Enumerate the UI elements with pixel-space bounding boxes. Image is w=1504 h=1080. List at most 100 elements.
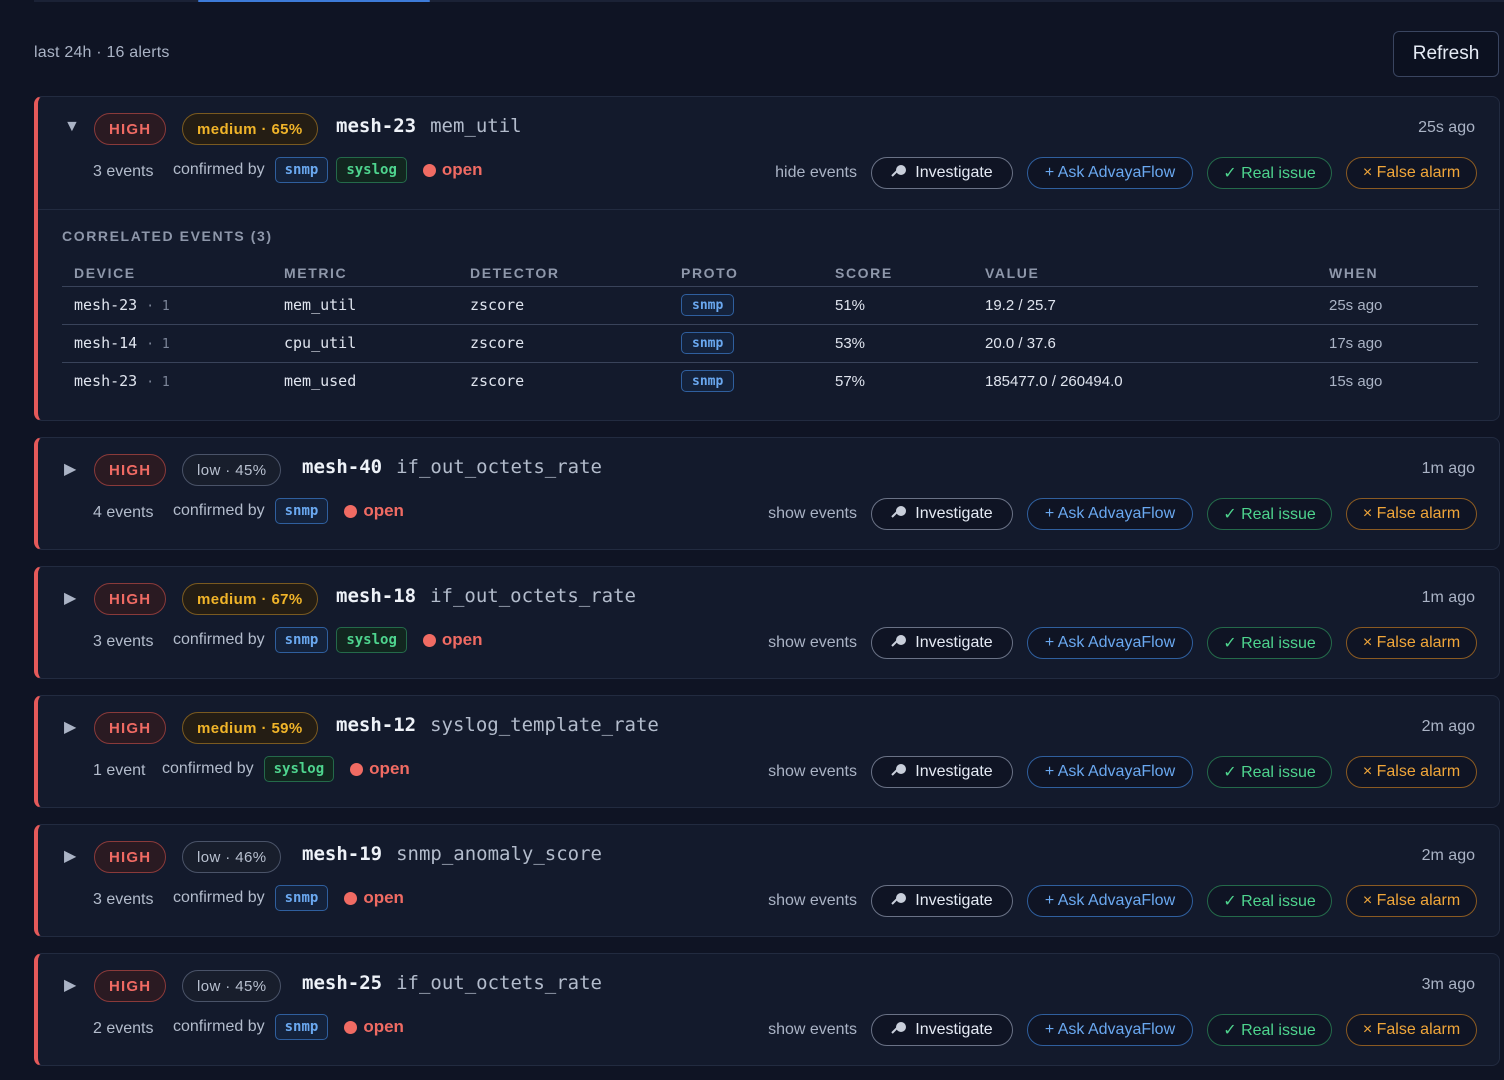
correlated-events-panel: CORRELATED EVENTS (3) DEVICE METRIC DETECT…	[38, 209, 1499, 393]
alert-card: ▼ HIGH medium · 65% mesh-23 mem_util 25s…	[34, 96, 1500, 421]
investigate-button[interactable]: Investigate	[871, 498, 1013, 530]
false-alarm-button[interactable]: × False alarm	[1346, 1014, 1477, 1046]
false-alarm-button[interactable]: × False alarm	[1346, 756, 1477, 788]
toggle-events-link[interactable]: show events	[768, 634, 857, 651]
severity-badge: HIGH	[94, 113, 167, 145]
confirmed-by-label: confirmed by	[173, 161, 265, 178]
confirmation-sources: confirmed by snmp open	[173, 1014, 404, 1040]
alert-time: 3m ago	[1421, 976, 1475, 993]
alert-metric: if_out_octets_rate	[430, 585, 636, 607]
alert-actions: show events Investigate + Ask AdvayaFlow…	[768, 627, 1477, 659]
status-label: open	[363, 888, 404, 907]
ask-advayaflow-button[interactable]: + Ask AdvayaFlow	[1027, 885, 1193, 917]
expand-caret-icon[interactable]: ▶	[64, 590, 77, 607]
source-chip-snmp: snmp	[274, 1014, 329, 1040]
status-indicator: open	[344, 1017, 404, 1037]
severity-badge: HIGH	[94, 970, 167, 1002]
ask-advayaflow-button[interactable]: + Ask AdvayaFlow	[1027, 627, 1193, 659]
investigate-label: Investigate	[915, 164, 993, 181]
event-when: 25s ago	[1317, 286, 1478, 325]
alerts-summary: last 24h · 16 alerts	[34, 44, 170, 61]
source-chip-syslog: syslog	[336, 157, 407, 183]
investigate-button[interactable]: Investigate	[871, 1014, 1013, 1046]
ask-advayaflow-button[interactable]: + Ask AdvayaFlow	[1027, 756, 1193, 788]
confidence-badge: medium · 65%	[182, 113, 318, 145]
alert-header: ▶ HIGH low · 45% mesh-25 if_out_octets_r…	[38, 970, 1499, 1002]
investigate-button[interactable]: Investigate	[871, 756, 1013, 788]
alert-metric: syslog_template_rate	[430, 714, 659, 736]
alert-header: ▶ HIGH low · 46% mesh-19 snmp_anomaly_sc…	[38, 841, 1499, 873]
toggle-events-link[interactable]: hide events	[775, 164, 857, 181]
alert-actions: hide events Investigate + Ask AdvayaFlow…	[775, 157, 1477, 189]
investigate-button[interactable]: Investigate	[871, 627, 1013, 659]
column-header: DETECTOR	[458, 260, 669, 287]
false-alarm-button[interactable]: × False alarm	[1346, 157, 1477, 189]
confidence-badge: low · 45%	[182, 454, 282, 486]
collapse-caret-icon[interactable]: ▼	[64, 118, 80, 135]
false-alarm-button[interactable]: × False alarm	[1346, 627, 1477, 659]
false-alarm-button[interactable]: × False alarm	[1346, 885, 1477, 917]
real-issue-button[interactable]: ✓ Real issue	[1207, 157, 1332, 189]
magnifier-icon	[891, 763, 909, 781]
status-label: open	[363, 501, 404, 520]
toggle-events-link[interactable]: show events	[768, 505, 857, 522]
ask-advayaflow-button[interactable]: + Ask AdvayaFlow	[1027, 157, 1193, 189]
source-chip-snmp: snmp	[274, 627, 329, 653]
active-tab-indicator	[198, 0, 430, 2]
ask-advayaflow-button[interactable]: + Ask AdvayaFlow	[1027, 1014, 1193, 1046]
toggle-events-link[interactable]: show events	[768, 1021, 857, 1038]
event-device-cell: mesh-14 · 1	[62, 324, 272, 363]
magnifier-icon	[891, 634, 909, 652]
confidence-badge: medium · 59%	[182, 712, 318, 744]
source-chip-snmp: snmp	[274, 498, 329, 524]
expand-caret-icon[interactable]: ▶	[64, 461, 77, 478]
magnifier-icon	[891, 1021, 909, 1039]
alert-actions: show events Investigate + Ask AdvayaFlow…	[768, 1014, 1477, 1046]
real-issue-button[interactable]: ✓ Real issue	[1207, 627, 1332, 659]
alert-device: mesh-23	[336, 115, 417, 137]
expand-caret-icon[interactable]: ▶	[64, 977, 77, 994]
investigate-label: Investigate	[915, 1021, 993, 1038]
investigate-button[interactable]: Investigate	[871, 157, 1013, 189]
investigate-button[interactable]: Investigate	[871, 885, 1013, 917]
event-device-cell: mesh-23 · 1	[62, 362, 272, 400]
status-indicator: open	[350, 759, 410, 779]
confirmed-by-label: confirmed by	[173, 502, 265, 519]
alert-header: ▶ HIGH medium · 59% mesh-12 syslog_templ…	[38, 712, 1499, 744]
false-alarm-button[interactable]: × False alarm	[1346, 498, 1477, 530]
status-dot-icon	[344, 891, 358, 905]
refresh-button[interactable]: Refresh	[1393, 31, 1499, 77]
alert-meta: 1 event confirmed by syslog open show ev…	[38, 756, 1499, 788]
real-issue-button[interactable]: ✓ Real issue	[1207, 1014, 1332, 1046]
event-score: 53%	[823, 324, 973, 363]
alert-title: mesh-12 syslog_template_rate	[336, 714, 659, 736]
expand-caret-icon[interactable]: ▶	[64, 848, 77, 865]
proto-chip: snmp	[681, 294, 735, 316]
expand-caret-icon[interactable]: ▶	[64, 719, 77, 736]
event-score: 51%	[823, 286, 973, 325]
real-issue-button[interactable]: ✓ Real issue	[1207, 885, 1332, 917]
event-seq: · 1	[146, 299, 170, 314]
real-issue-button[interactable]: ✓ Real issue	[1207, 498, 1332, 530]
alert-header: ▶ HIGH low · 45% mesh-40 if_out_octets_r…	[38, 454, 1499, 486]
event-row: mesh-23 · 1 mem_used zscore snmp 57% 185…	[62, 362, 1478, 400]
toggle-events-link[interactable]: show events	[768, 763, 857, 780]
alert-meta: 3 events confirmed by snmp syslog open hi…	[38, 157, 1499, 189]
alert-metric: if_out_octets_rate	[396, 456, 602, 478]
confirmation-sources: confirmed by snmp syslog open	[173, 157, 483, 183]
toggle-events-link[interactable]: show events	[768, 892, 857, 909]
real-issue-button[interactable]: ✓ Real issue	[1207, 756, 1332, 788]
magnifier-icon	[891, 892, 909, 910]
event-proto-cell: snmp	[669, 324, 823, 363]
status-dot-icon	[422, 633, 436, 647]
alert-metric: if_out_octets_rate	[396, 972, 602, 994]
severity-badge: HIGH	[94, 841, 167, 873]
ask-advayaflow-button[interactable]: + Ask AdvayaFlow	[1027, 498, 1193, 530]
severity-badge: HIGH	[94, 454, 167, 486]
alert-meta: 3 events confirmed by snmp syslog open sh…	[38, 627, 1499, 659]
event-detector: zscore	[470, 372, 525, 391]
alert-time: 2m ago	[1421, 847, 1475, 864]
event-row: mesh-23 · 1 mem_util zscore snmp 51% 19.…	[62, 286, 1478, 325]
alert-device: mesh-40	[302, 456, 383, 478]
event-detector: zscore	[458, 324, 669, 363]
